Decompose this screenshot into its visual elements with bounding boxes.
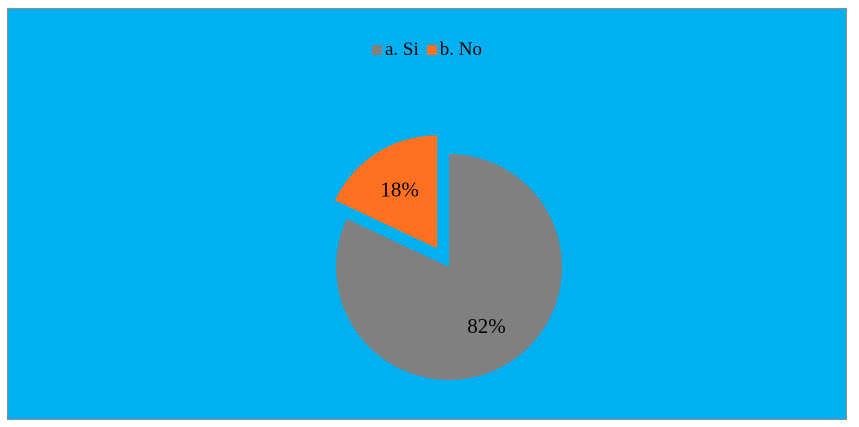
legend-label-no: b. No <box>439 39 482 60</box>
legend-swatch-no <box>426 45 437 55</box>
data-label-no: 18% <box>380 177 419 201</box>
legend-swatch-si <box>371 45 382 55</box>
data-label-si: 82% <box>467 314 506 338</box>
pie-chart: 82% 18% <box>334 135 562 380</box>
legend-item-si: a. Si <box>371 39 419 61</box>
legend-label-si: a. Si <box>384 39 419 60</box>
pie-slice-no <box>334 135 438 249</box>
pie-slice-si <box>335 154 562 380</box>
chart-area: a. Si b. No 82% 18% <box>7 8 847 420</box>
legend-item-no: b. No <box>426 39 482 61</box>
chart-legend: a. Si b. No <box>8 39 846 61</box>
